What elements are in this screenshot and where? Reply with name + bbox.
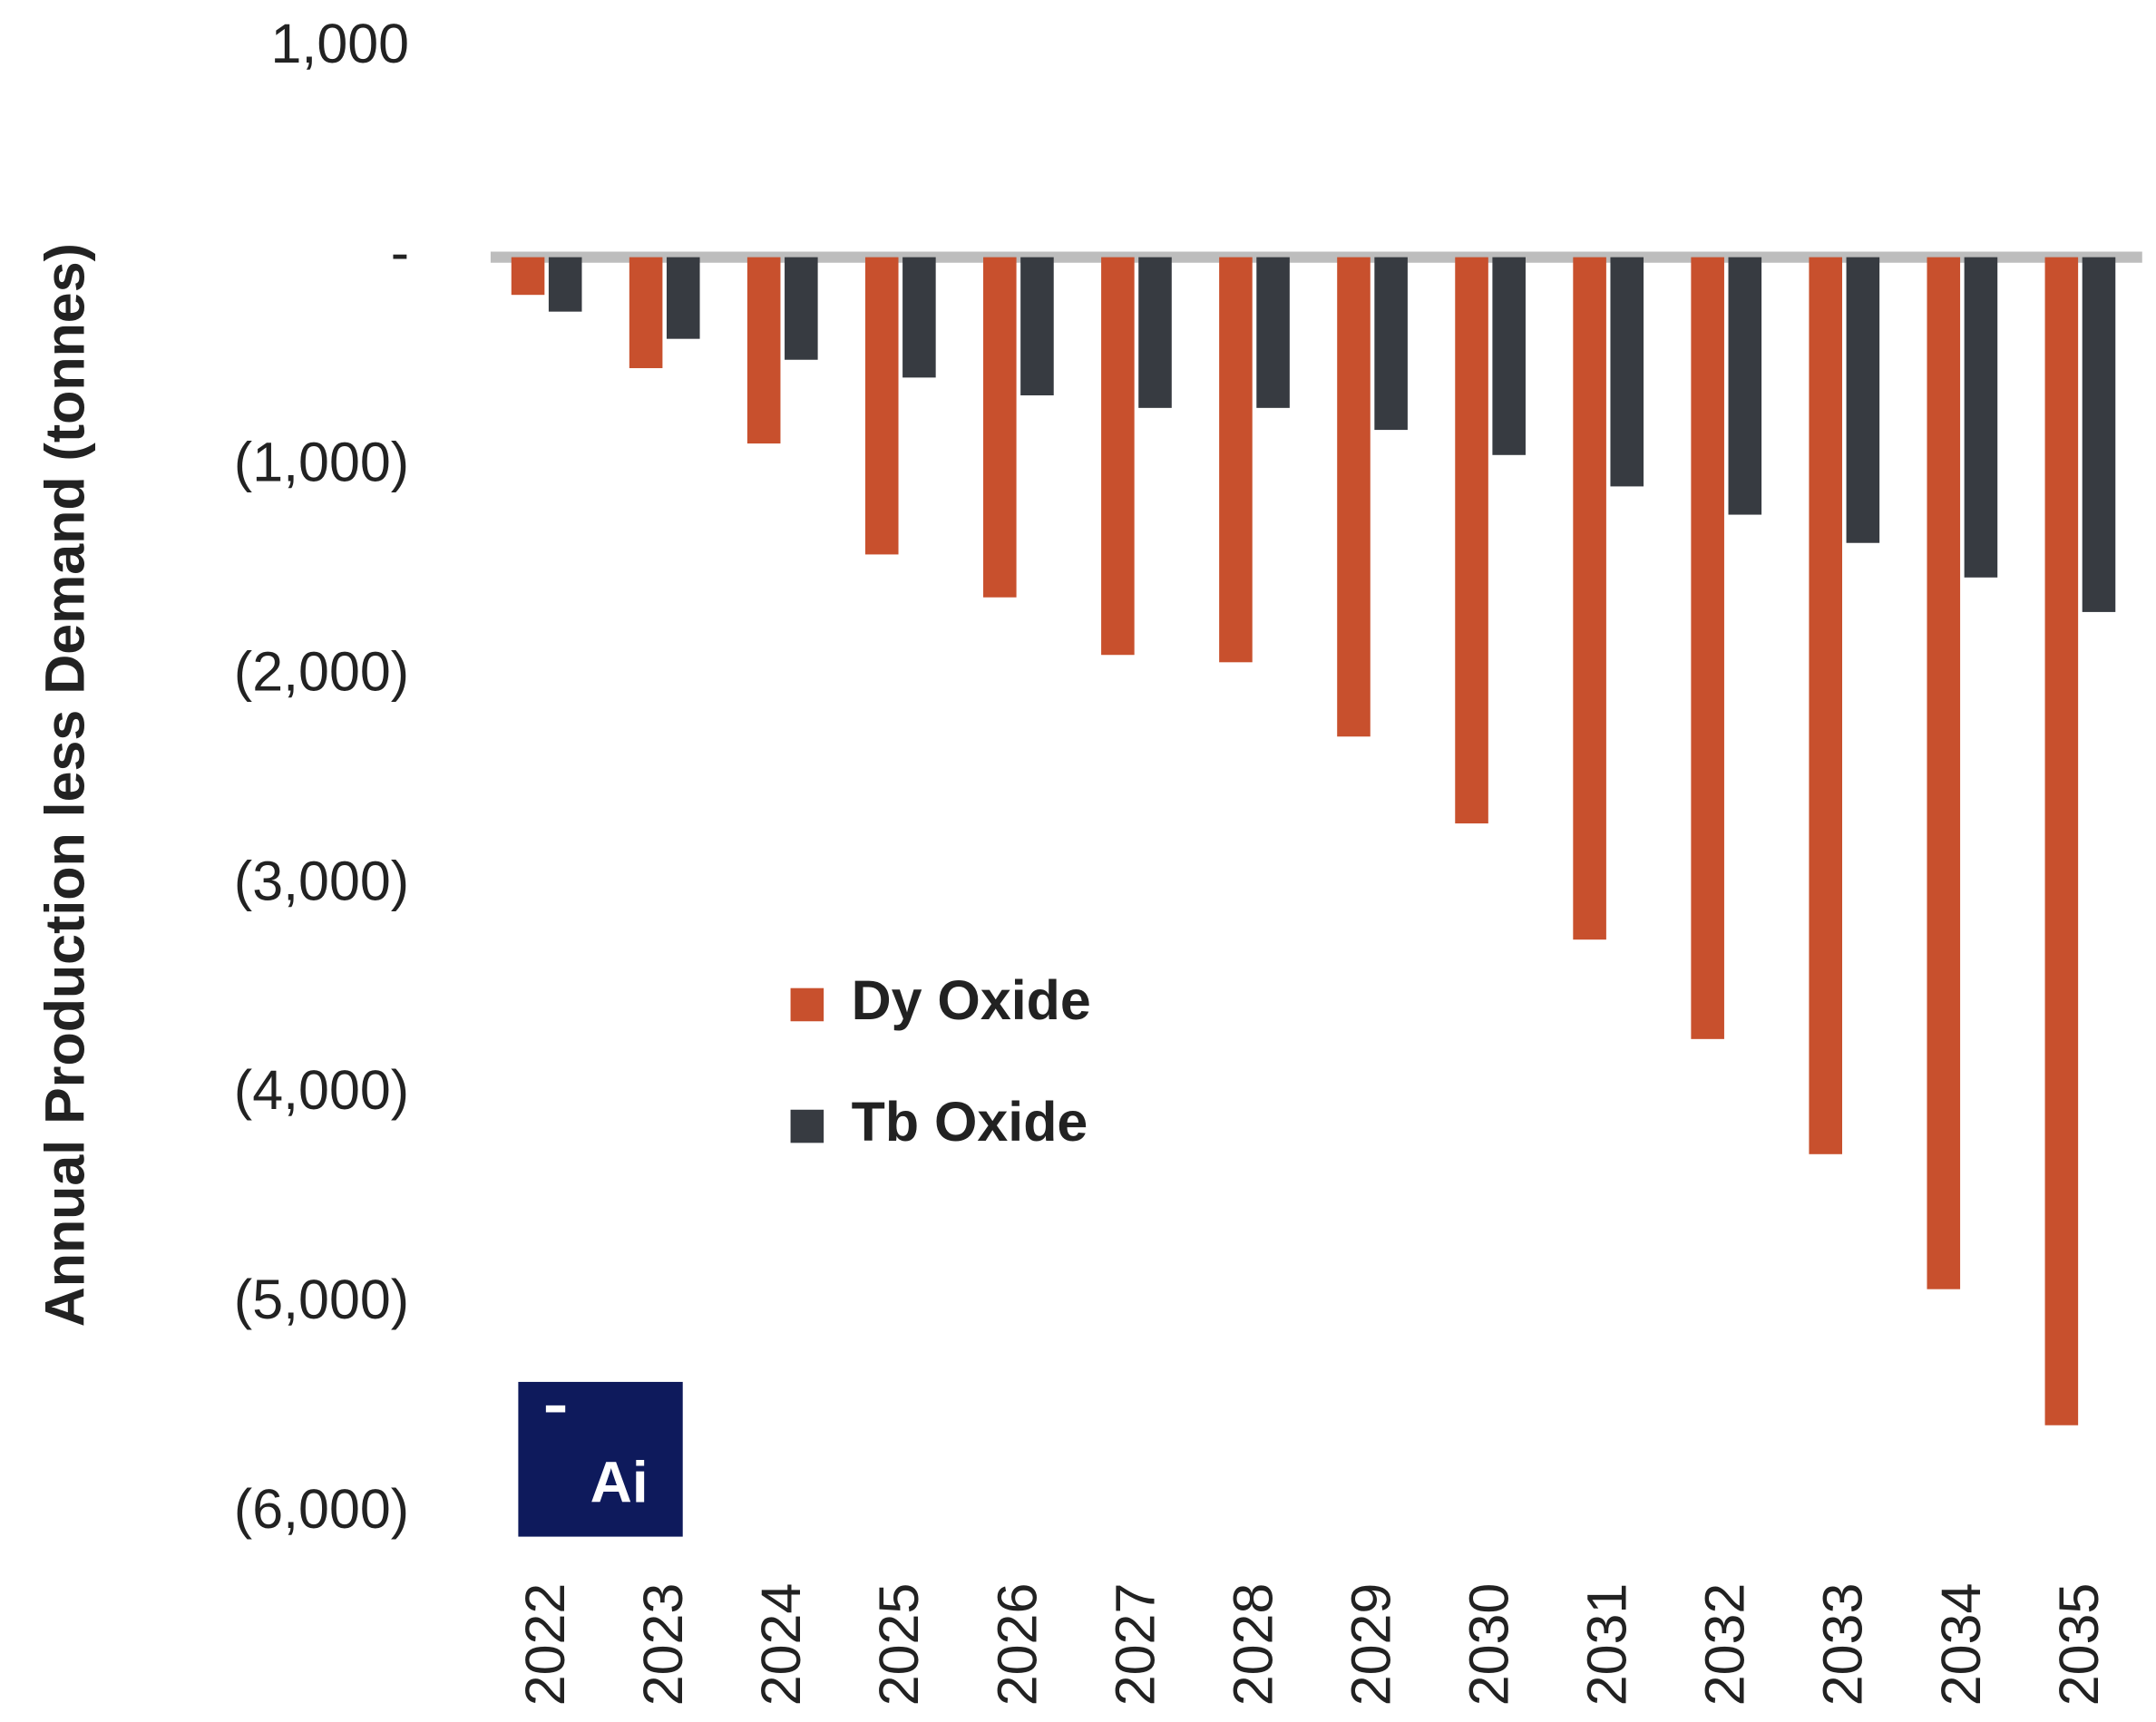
y-tick-label: (3,000) xyxy=(234,850,409,911)
y-tick-label: (5,000) xyxy=(234,1269,409,1330)
bar xyxy=(1455,257,1488,824)
bar xyxy=(1020,257,1054,395)
bar xyxy=(785,257,818,360)
x-tick-label: 2023 xyxy=(632,1583,694,1707)
y-tick-label: - xyxy=(391,222,409,284)
bar xyxy=(666,257,700,339)
x-tick-label: 2035 xyxy=(2048,1583,2110,1707)
bar xyxy=(902,257,936,378)
bar xyxy=(1927,257,1961,1289)
bar xyxy=(2082,257,2116,612)
bar xyxy=(1374,257,1408,431)
bar xyxy=(2044,257,2079,1425)
bar xyxy=(1256,257,1290,408)
bar xyxy=(746,257,781,444)
bar xyxy=(864,257,899,555)
logo-text: Ai xyxy=(590,1450,649,1515)
y-tick-label: (1,000) xyxy=(234,432,409,493)
bar xyxy=(629,257,663,368)
legend-swatch xyxy=(790,1109,824,1143)
bar xyxy=(1809,257,1843,1154)
bar xyxy=(1219,257,1253,663)
bar xyxy=(1728,257,1762,515)
bar xyxy=(1101,257,1135,656)
x-tick-label: 2029 xyxy=(1340,1583,1401,1707)
x-tick-label: 2034 xyxy=(1930,1583,1992,1707)
legend-label: Dy Oxide xyxy=(852,969,1091,1031)
bar xyxy=(1573,257,1606,940)
y-tick-label: (6,000) xyxy=(234,1478,409,1540)
bar xyxy=(1337,257,1371,737)
logo-dash xyxy=(545,1405,566,1413)
legend-label: Tb Oxide xyxy=(852,1091,1088,1153)
y-tick-label: (4,000) xyxy=(234,1059,409,1121)
x-tick-label: 2031 xyxy=(1576,1583,1638,1707)
legend-swatch xyxy=(790,987,824,1022)
bar xyxy=(983,257,1017,598)
logo-box xyxy=(518,1381,683,1537)
x-tick-label: 2033 xyxy=(1812,1583,1874,1707)
y-tick-label: (2,000) xyxy=(234,640,409,702)
x-tick-label: 2025 xyxy=(868,1583,930,1707)
y-axis-label: Annual Production less Demand (tonnes) xyxy=(34,243,95,1327)
bar xyxy=(1610,257,1644,487)
bar xyxy=(548,257,582,312)
bar xyxy=(1846,257,1880,543)
x-tick-label: 2027 xyxy=(1104,1583,1166,1707)
x-tick-label: 2026 xyxy=(986,1583,1048,1707)
bar xyxy=(511,257,545,296)
x-tick-label: 2024 xyxy=(750,1583,812,1707)
x-tick-label: 2030 xyxy=(1458,1583,1520,1707)
y-tick-label: 1,000 xyxy=(271,13,409,74)
bar xyxy=(1492,257,1526,455)
x-tick-label: 2022 xyxy=(514,1583,576,1707)
x-tick-label: 2032 xyxy=(1694,1583,1756,1707)
bar xyxy=(1138,257,1172,408)
x-tick-label: 2028 xyxy=(1222,1583,1283,1707)
bar xyxy=(1691,257,1724,1039)
bar xyxy=(1964,257,1998,578)
